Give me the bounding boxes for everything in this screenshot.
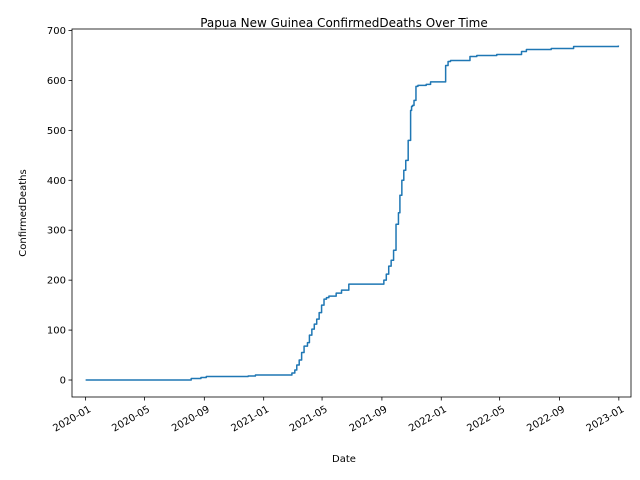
plot-frame [71, 28, 632, 398]
y-tick-label: 700 [47, 26, 66, 37]
y-tick-label: 400 [47, 176, 66, 187]
y-tick-label: 0 [60, 376, 66, 387]
y-tick-label: 500 [47, 126, 66, 137]
series-line-0 [85, 45, 620, 381]
y-tick-label: 100 [47, 326, 66, 337]
x-axis-title: Date [332, 454, 356, 465]
y-axis-title: ConfirmedDeaths [18, 169, 29, 256]
y-tick-label: 200 [47, 276, 66, 287]
y-axis: 0 100 200 300 400 500 600 700 [47, 26, 72, 387]
y-tick-label: 300 [47, 226, 66, 237]
y-tick-label: 600 [47, 76, 66, 87]
plot-area [85, 45, 620, 381]
chart-title: Papua New Guinea ConfirmedDeaths Over Ti… [200, 16, 488, 30]
